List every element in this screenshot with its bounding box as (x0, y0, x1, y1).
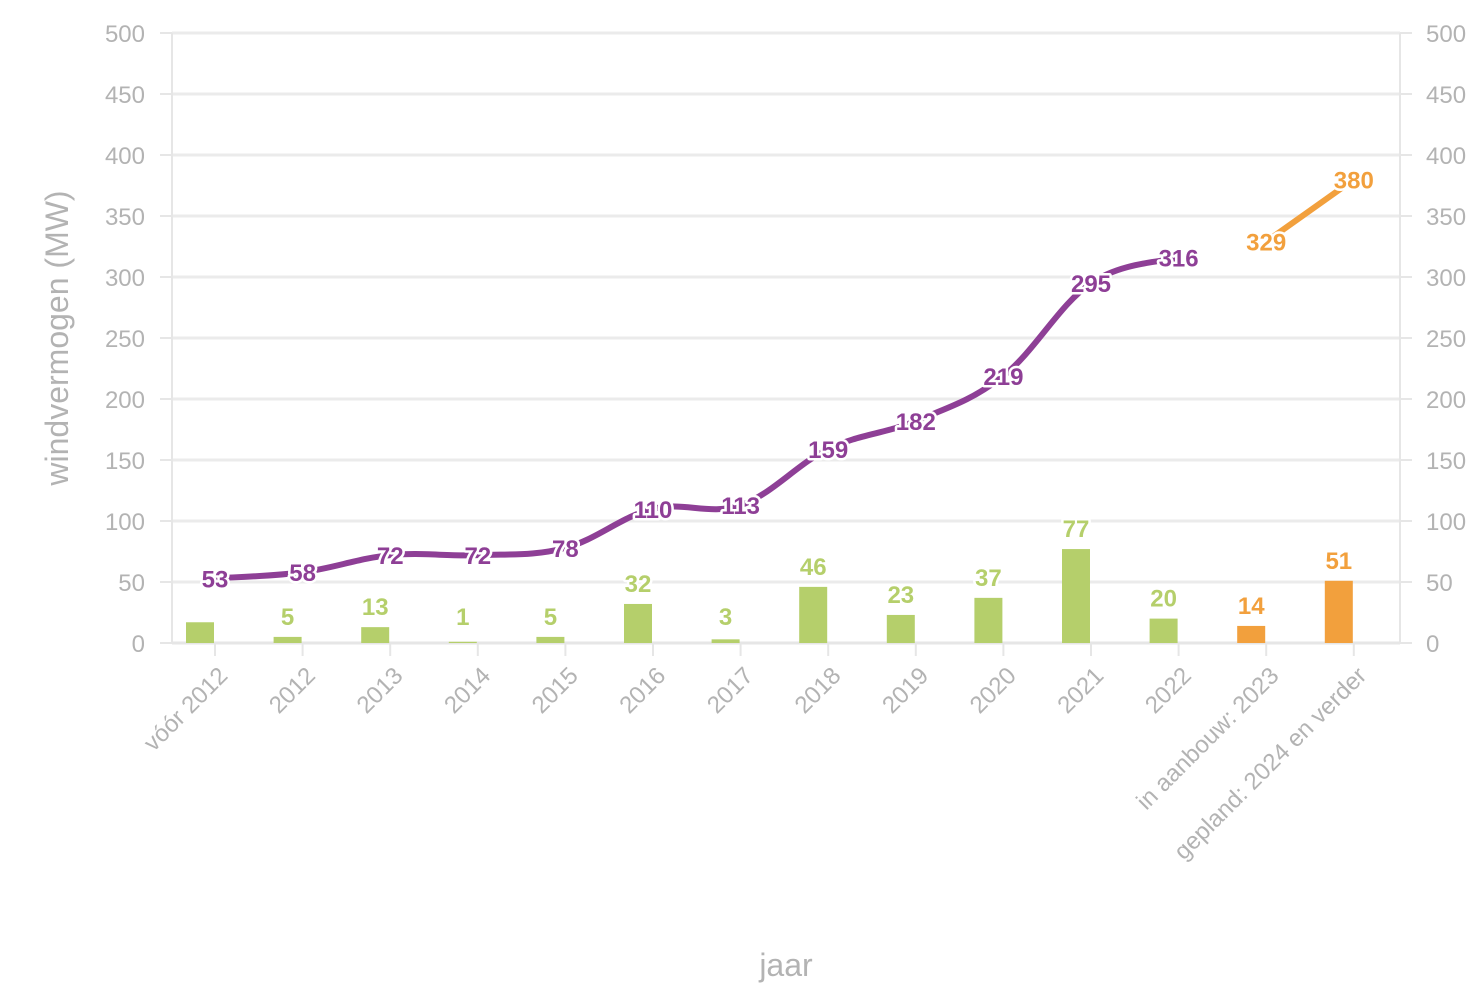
series-line (1263, 176, 1357, 245)
data-label: 77 (1063, 516, 1090, 543)
x-tick-label: 2021 (1052, 662, 1109, 719)
data-label: 5 (544, 604, 557, 631)
data-label: 159 (808, 437, 848, 464)
y-tick-label-right: 150 (1426, 448, 1466, 475)
gridlines (172, 31, 1400, 645)
y-tick-label-right: 450 (1426, 82, 1466, 109)
data-label: 53 (202, 566, 229, 593)
bar (1149, 618, 1178, 643)
y-tick-label: 150 (105, 448, 145, 475)
x-tick-label: 2013 (352, 662, 409, 719)
data-label: 20 (1150, 586, 1177, 613)
data-label: 46 (800, 554, 827, 581)
data-label: 14 (1238, 593, 1265, 620)
x-tick-label: 2015 (527, 662, 584, 719)
x-tick-labels: vóór 2012 2012 2013 2014 2015 2016 2017 2018 201… (139, 662, 1372, 865)
y-tick-label-right: 500 (1426, 21, 1466, 48)
y-tick-label: 100 (105, 509, 145, 536)
y-tick-label-right: 300 (1426, 265, 1466, 292)
x-axis-title: jaar (758, 947, 813, 983)
bar (1324, 580, 1353, 643)
data-label: 182 (896, 409, 936, 436)
axes: 0 0 50 50 100 100 150 150 200 200 250 250 300 300 350 3… (105, 21, 1466, 658)
y-tick-label-right: 50 (1426, 570, 1453, 597)
data-label: 329 (1246, 230, 1286, 257)
data-label: 316 (1159, 245, 1199, 272)
y-tick-label: 500 (105, 21, 145, 48)
data-label: 295 (1071, 271, 1111, 298)
bar-series (186, 549, 1353, 643)
bar (536, 636, 565, 643)
x-tick-label: 2016 (614, 662, 671, 719)
data-label: 78 (552, 536, 579, 563)
bar (974, 597, 1003, 643)
data-label: 3 (719, 604, 732, 631)
data-label: 113 (721, 493, 760, 520)
x-tick-label: 2020 (965, 662, 1022, 719)
data-label: 51 (1325, 548, 1352, 575)
x-tick-label: 2019 (877, 662, 934, 719)
x-tick-label: vóór 2012 (139, 662, 234, 757)
y-tick-label: 300 (105, 265, 145, 292)
data-label: 13 (362, 594, 389, 621)
data-label: 5 (281, 604, 294, 631)
y-tick-label: 200 (105, 387, 145, 414)
bar (186, 622, 214, 643)
y-tick-label-right: 200 (1426, 387, 1466, 414)
x-tick-label: 2022 (1140, 662, 1197, 719)
data-label: 72 (377, 543, 404, 570)
bar (711, 639, 740, 643)
y-tick-label: 400 (105, 143, 145, 170)
data-label: 23 (887, 582, 914, 609)
bar (1237, 625, 1266, 643)
x-tick-label: 2018 (790, 662, 847, 719)
data-labels: 5 13 1 5 32 3 46 23 37 77 20 14 51 53 58 72 72 78 110 113 15… (199, 165, 1376, 634)
bar (448, 641, 477, 643)
y-tick-label: 0 (132, 631, 145, 658)
bar (886, 614, 915, 643)
x-tick-label: 2014 (439, 662, 496, 719)
bar (361, 627, 390, 643)
data-label: 72 (464, 543, 491, 570)
x-tick-label: 2012 (264, 662, 321, 719)
y-tick-label: 250 (105, 326, 145, 353)
data-label: 32 (625, 571, 652, 598)
line-series (212, 176, 1357, 582)
series-line (212, 254, 1182, 582)
y-tick-label-right: 100 (1426, 509, 1466, 536)
x-tick-label: 2017 (702, 662, 759, 719)
y-tick-label-right: 250 (1426, 326, 1466, 353)
y-tick-label: 350 (105, 204, 145, 231)
bar (1062, 549, 1090, 643)
data-label: 219 (983, 364, 1023, 391)
y-tick-label: 50 (118, 570, 145, 597)
y-tick-label-right: 350 (1426, 204, 1466, 231)
bar (799, 586, 828, 643)
y-tick-label-right: 400 (1426, 143, 1466, 170)
data-label: 58 (289, 560, 316, 587)
data-label: 110 (634, 497, 673, 524)
data-label: 380 (1334, 167, 1374, 194)
data-label: 37 (975, 565, 1002, 592)
y-axis-title: windvermogen (MW) (39, 190, 75, 486)
bar (624, 603, 652, 643)
data-label: 1 (456, 604, 469, 631)
bar (273, 636, 302, 643)
y-tick-label-right: 0 (1426, 631, 1439, 658)
y-tick-label: 450 (105, 82, 145, 109)
